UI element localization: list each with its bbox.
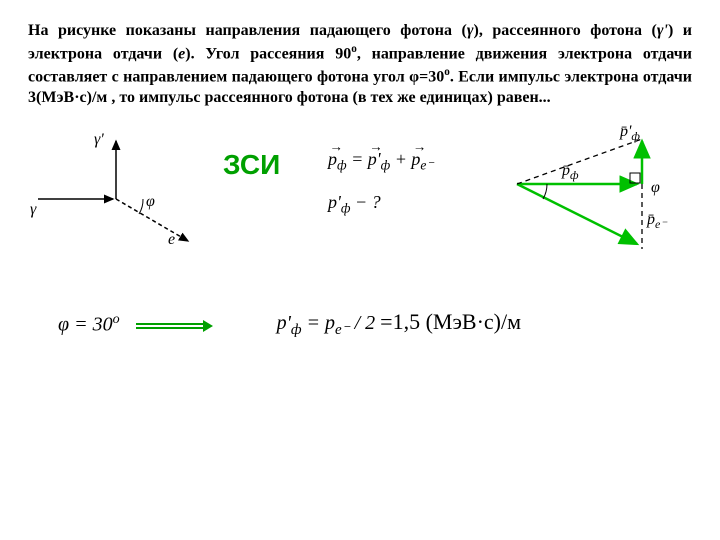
right-vector-diagram: p̄'ф p̄ф p̄e⁻ φ [492,129,682,259]
phi-label: φ [146,193,155,211]
problem-statement: На рисунке показаны направления падающег… [28,20,692,109]
phi-right-label: φ [651,179,660,197]
zsi-heading: ЗСИ [223,149,280,181]
gamma-label: γ [30,201,36,219]
implies-arrow-icon [136,323,206,325]
problem-p4: ). Угол рассеяния 90 [185,45,351,62]
problem-p2: ), рассеянного фотона ( [474,22,657,39]
gamma-prime-sym: γ' [657,22,668,39]
gamma-sym: γ [467,22,474,39]
solution-row: φ = 30o p'ф = pe⁻ / 2 =1,5 (МэВ·с)/м [28,309,692,339]
gamma-prime-label: γ' [94,131,104,149]
final-equation: p'ф = pe⁻ / 2 =1,5 (МэВ·с)/м [277,309,521,339]
p-phi-label: p̄ф [562,162,579,183]
p-phi-prime-label: p̄'ф [620,123,640,144]
final-result: =1,5 (МэВ·с)/м [380,309,521,334]
diagram-row: γ' γ φ e ЗСИ pф = p'ф + pe⁻ p'ф − ? [28,129,692,289]
problem-p1: На рисунке показаны направления падающег… [28,22,467,39]
phi-given: φ = 30o [58,312,120,337]
p-e-label: p̄e⁻ [647,211,667,232]
left-vector-diagram: γ' γ φ e [28,129,208,269]
e-label: e [168,231,175,249]
